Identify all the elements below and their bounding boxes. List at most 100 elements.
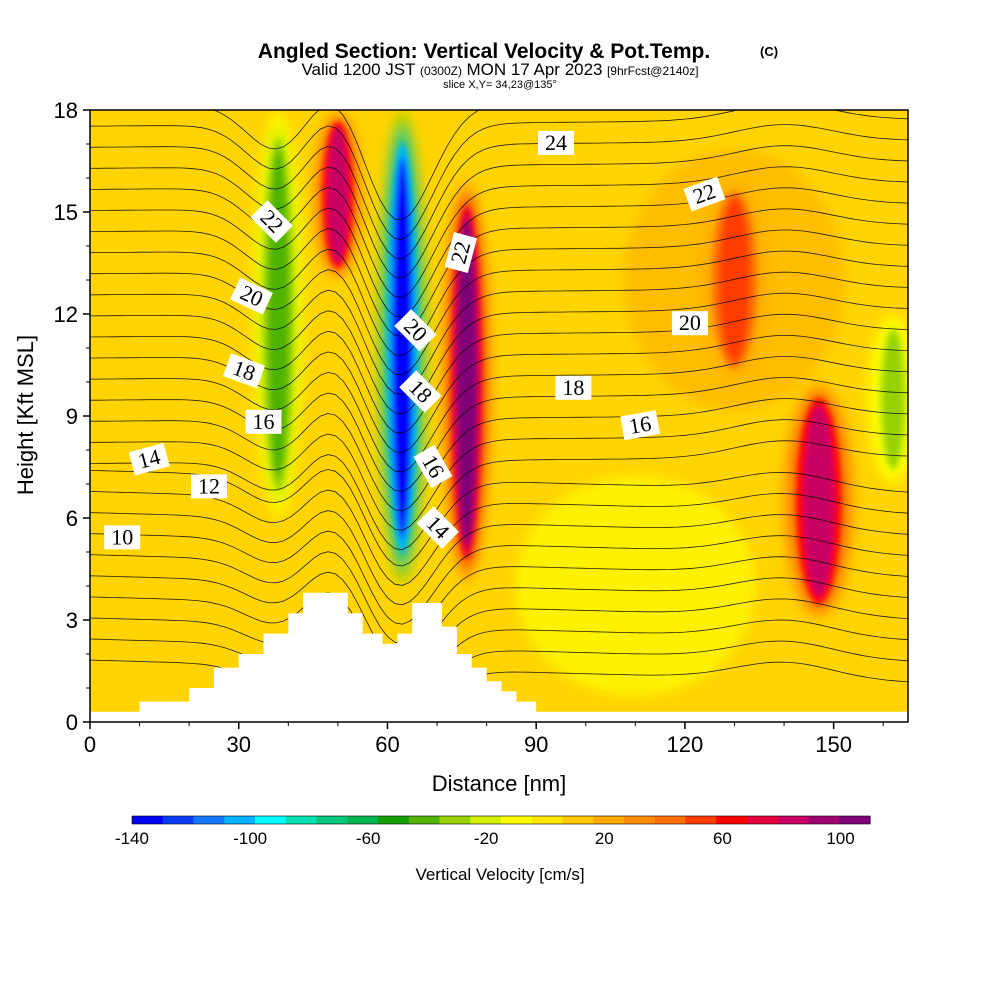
subtitle-valid: Valid 1200 JST [301, 60, 415, 79]
colorbar-tick-label: 100 [826, 829, 854, 848]
isentrope-label-text: 20 [679, 310, 701, 335]
colorbar-swatch [624, 816, 656, 824]
x-tick-label: 60 [375, 732, 399, 757]
isentrope-label-text: 10 [111, 524, 133, 549]
colorbar-swatch [593, 816, 625, 824]
velocity-field [90, 110, 908, 722]
subtitle-forecast: [9hrFcst@2140z] [607, 64, 699, 78]
isentrope-line [90, 510, 908, 606]
title-copyright-mark: (C) [760, 44, 778, 59]
y-tick-label: 3 [66, 608, 78, 633]
terrain [90, 592, 908, 722]
isentrope-label-text: 12 [198, 473, 220, 498]
isentrope-label: 22 [444, 232, 478, 274]
colorbar-tick-label: -140 [115, 829, 149, 848]
isentrope-line [90, 229, 908, 357]
y-tick-label: 18 [54, 98, 78, 123]
isentrope-line [90, 356, 908, 473]
colorbar-swatch [285, 816, 318, 824]
isentrope-label: 16 [245, 409, 282, 434]
colorbar-swatch [531, 816, 564, 824]
colorbar: -140 -100 -60 -20 20 60 100 [115, 815, 871, 848]
isentrope-label-box [191, 474, 227, 499]
colorbar-swatch [808, 816, 840, 824]
x-axis-label: Distance [nm] [432, 771, 567, 796]
colorbar-swatch [654, 816, 687, 824]
colorbar-swatch [685, 816, 717, 824]
isentrope-label: 12 [191, 473, 227, 499]
colorbar-swatch [839, 816, 871, 824]
isentrope-label-box [413, 444, 453, 489]
isentrope-line [90, 208, 908, 337]
isentrope-label-box [128, 442, 170, 476]
x-tick-label: 90 [524, 732, 548, 757]
isentrope-label: 20 [394, 309, 437, 352]
isentrope-line [90, 612, 908, 703]
colorbar-frame [131, 815, 871, 825]
isentrope-label-box [620, 410, 660, 441]
isentrope-line [90, 377, 908, 492]
colorbar-swatch [132, 816, 164, 824]
isentrope-label-box [671, 311, 708, 336]
subtitle-utc: (0300Z) [420, 64, 462, 78]
isentrope-label-box [555, 375, 592, 400]
colorbar-swatch [378, 816, 410, 824]
isentrope-label-box [223, 353, 266, 389]
isentrope-line [90, 124, 908, 260]
isentrope-label-text: 16 [253, 409, 275, 434]
isentrope-label-box [416, 506, 459, 549]
velocity-near-zero-band [515, 476, 756, 696]
colorbar-tick-label: -100 [233, 829, 267, 848]
colorbar-tick-label: 60 [713, 829, 732, 848]
isentrope-line [90, 551, 908, 645]
colorbar-swatch [747, 816, 779, 824]
isentrope-label-box [230, 277, 273, 315]
colorbar-swatch [316, 816, 348, 824]
x-tick-label: 30 [226, 732, 250, 757]
isentrope-line [90, 530, 908, 625]
colorbar-swatch [439, 816, 471, 824]
isentrope-label-box [104, 525, 141, 550]
slice-label: slice X,Y= 34,23@135° [443, 79, 557, 91]
isentrope-label: 10 [104, 524, 141, 550]
chart-title: Angled Section: Vertical Velocity & Pot.… [258, 40, 710, 63]
colorbar-swatch [562, 816, 594, 824]
colorbar-swatch [224, 816, 256, 824]
isentrope-line [90, 250, 908, 376]
isentrope-label-text: 16 [627, 411, 653, 439]
isentrope-label: 24 [538, 130, 574, 155]
colorbar-swatch [777, 816, 810, 824]
isentrope-line [90, 489, 908, 586]
y-tick-label: 9 [66, 404, 78, 429]
x-tick-label: 0 [84, 732, 96, 757]
isentrope-label: 16 [620, 410, 660, 441]
isentrope-lines [90, 110, 908, 722]
colorbar-swatch [470, 816, 502, 824]
colorbar-swatch [193, 816, 225, 824]
colorbar-swatch [347, 816, 379, 824]
isentrope-line [90, 187, 908, 318]
isentrope-label-box [444, 232, 478, 274]
velocity-updraft-3-level-3 [456, 218, 478, 546]
velocity-updraft-4-level-3 [719, 198, 750, 362]
isentrope-line [90, 166, 908, 298]
velocity-updraft-1-level-3 [327, 127, 349, 263]
x-tick-label: 150 [815, 732, 852, 757]
colorbar-label: Vertical Velocity [cm/s] [415, 865, 584, 884]
colorbar-swatch [162, 816, 195, 824]
y-tick-label: 12 [54, 302, 78, 327]
isentrope-label-box [394, 309, 437, 352]
chart-subtitle: Valid 1200 JST (0300Z) MON 17 Apr 2023 [… [301, 60, 698, 79]
x-tick-label: 120 [667, 732, 704, 757]
y-tick-label: 15 [54, 200, 78, 225]
colorbar-swatch [501, 816, 533, 824]
isentrope-line [90, 110, 908, 240]
isentrope-line [90, 571, 908, 664]
colorbar-swatch [716, 816, 748, 824]
y-axis-label: Height [Kft MSL] [13, 335, 38, 495]
isentrope-line [90, 271, 908, 395]
isentrope-label: 14 [128, 442, 170, 476]
colorbar-tick-label: 20 [595, 829, 614, 848]
colorbar-tick-label: -20 [474, 829, 499, 848]
